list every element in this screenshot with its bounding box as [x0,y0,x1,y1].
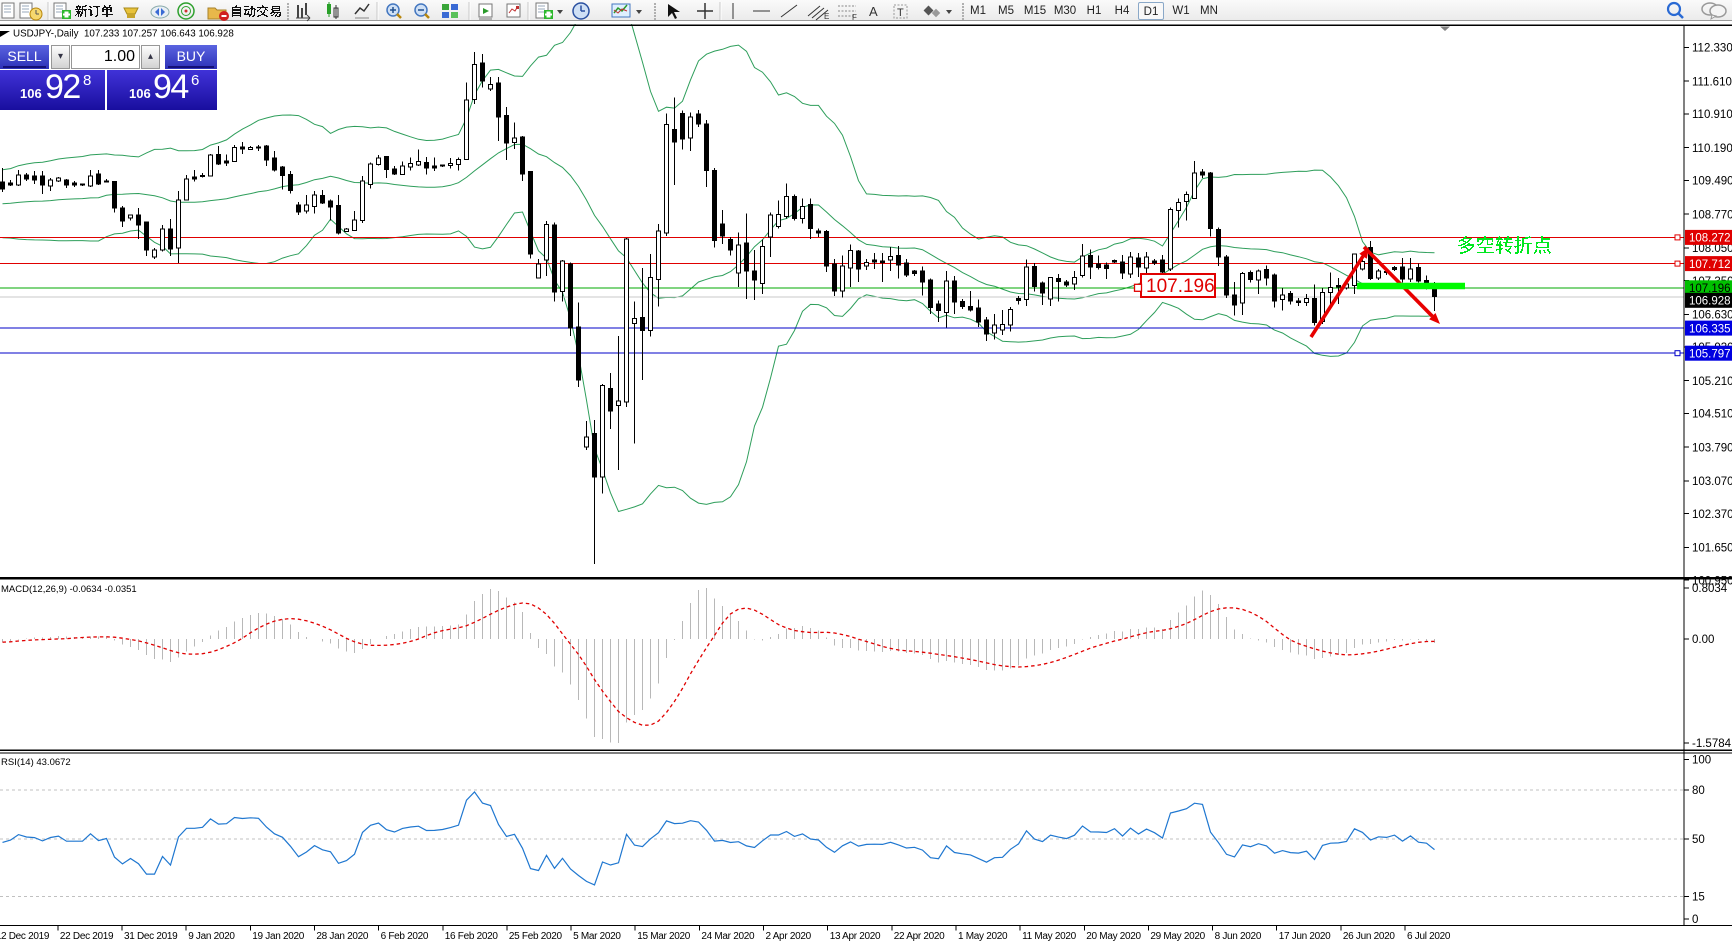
svg-text:107.196: 107.196 [1146,276,1215,297]
svg-text:111.610: 111.610 [1692,76,1732,88]
svg-text:RSI(14) 43.0672: RSI(14) 43.0672 [1,757,71,768]
svg-text:5 Mar 2020: 5 Mar 2020 [573,931,621,942]
svg-text:0.00: 0.00 [1692,634,1714,646]
svg-text:16 Feb 2020: 16 Feb 2020 [445,931,499,942]
svg-text:20 May 2020: 20 May 2020 [1086,931,1141,942]
svg-text:11 May 2020: 11 May 2020 [1022,931,1077,942]
svg-text:12 Dec 2019: 12 Dec 2019 [0,931,50,942]
svg-text:E: E [824,12,829,21]
svg-text:101.650: 101.650 [1692,543,1732,555]
svg-text:106.335: 106.335 [1689,323,1731,335]
svg-text:F: F [852,13,857,22]
svg-text:26 Jun 2020: 26 Jun 2020 [1343,931,1395,942]
svg-text:2 Apr 2020: 2 Apr 2020 [766,931,812,942]
svg-text:0: 0 [1692,914,1698,926]
svg-text:15 Mar 2020: 15 Mar 2020 [637,931,691,942]
svg-text:106.630: 106.630 [1692,310,1732,322]
svg-text:25 Feb 2020: 25 Feb 2020 [509,931,563,942]
svg-text:107.712: 107.712 [1689,259,1731,271]
svg-text:USDJPY-,Daily 107.233 107.257: USDJPY-,Daily 107.233 107.257 106.643 10… [13,29,234,40]
svg-text:24 Mar 2020: 24 Mar 2020 [701,931,755,942]
svg-text:22 Apr 2020: 22 Apr 2020 [894,931,945,942]
svg-text:8 Jun 2020: 8 Jun 2020 [1215,931,1262,942]
svg-text:A: A [869,4,878,19]
svg-text:17 Jun 2020: 17 Jun 2020 [1279,931,1331,942]
svg-text:6 Jul 2020: 6 Jul 2020 [1407,931,1451,942]
svg-text:22 Dec 2019: 22 Dec 2019 [60,931,114,942]
svg-text:108.050: 108.050 [1692,243,1732,255]
svg-text:112.330: 112.330 [1692,43,1732,55]
svg-text:103.070: 103.070 [1692,476,1732,488]
svg-text:100: 100 [1692,755,1711,767]
svg-text:107.196: 107.196 [1689,283,1731,295]
svg-text:9 Jan 2020: 9 Jan 2020 [188,931,235,942]
svg-text:105.210: 105.210 [1692,376,1732,388]
svg-text:13 Apr 2020: 13 Apr 2020 [830,931,881,942]
svg-text:108.272: 108.272 [1689,233,1731,245]
svg-text:108.770: 108.770 [1692,209,1732,221]
svg-text:6 Feb 2020: 6 Feb 2020 [381,931,429,942]
svg-text:31 Dec 2019: 31 Dec 2019 [124,931,178,942]
svg-text:109.490: 109.490 [1692,176,1732,188]
svg-text:110.190: 110.190 [1692,143,1732,155]
svg-text:50: 50 [1692,834,1705,846]
svg-text:80: 80 [1692,785,1705,797]
svg-text:T: T [897,7,904,19]
svg-text:104.510: 104.510 [1692,409,1732,421]
svg-text:102.370: 102.370 [1692,509,1732,521]
svg-text:19 Jan 2020: 19 Jan 2020 [252,931,304,942]
svg-text:100.950: 100.950 [1692,575,1732,587]
svg-text:110.910: 110.910 [1692,109,1732,121]
svg-text:103.790: 103.790 [1692,442,1732,454]
svg-text:105.797: 105.797 [1689,349,1731,361]
svg-text:0.8034: 0.8034 [1692,583,1728,595]
svg-text:1 May 2020: 1 May 2020 [958,931,1008,942]
svg-text:-1.5784: -1.5784 [1692,738,1732,750]
svg-text:15: 15 [1692,892,1705,904]
svg-text:106.928: 106.928 [1689,296,1731,308]
svg-text:28 Jan 2020: 28 Jan 2020 [316,931,368,942]
svg-text:29 May 2020: 29 May 2020 [1150,931,1205,942]
svg-text:MACD(12,26,9) -0.0634 -0.0351: MACD(12,26,9) -0.0634 -0.0351 [1,584,137,595]
